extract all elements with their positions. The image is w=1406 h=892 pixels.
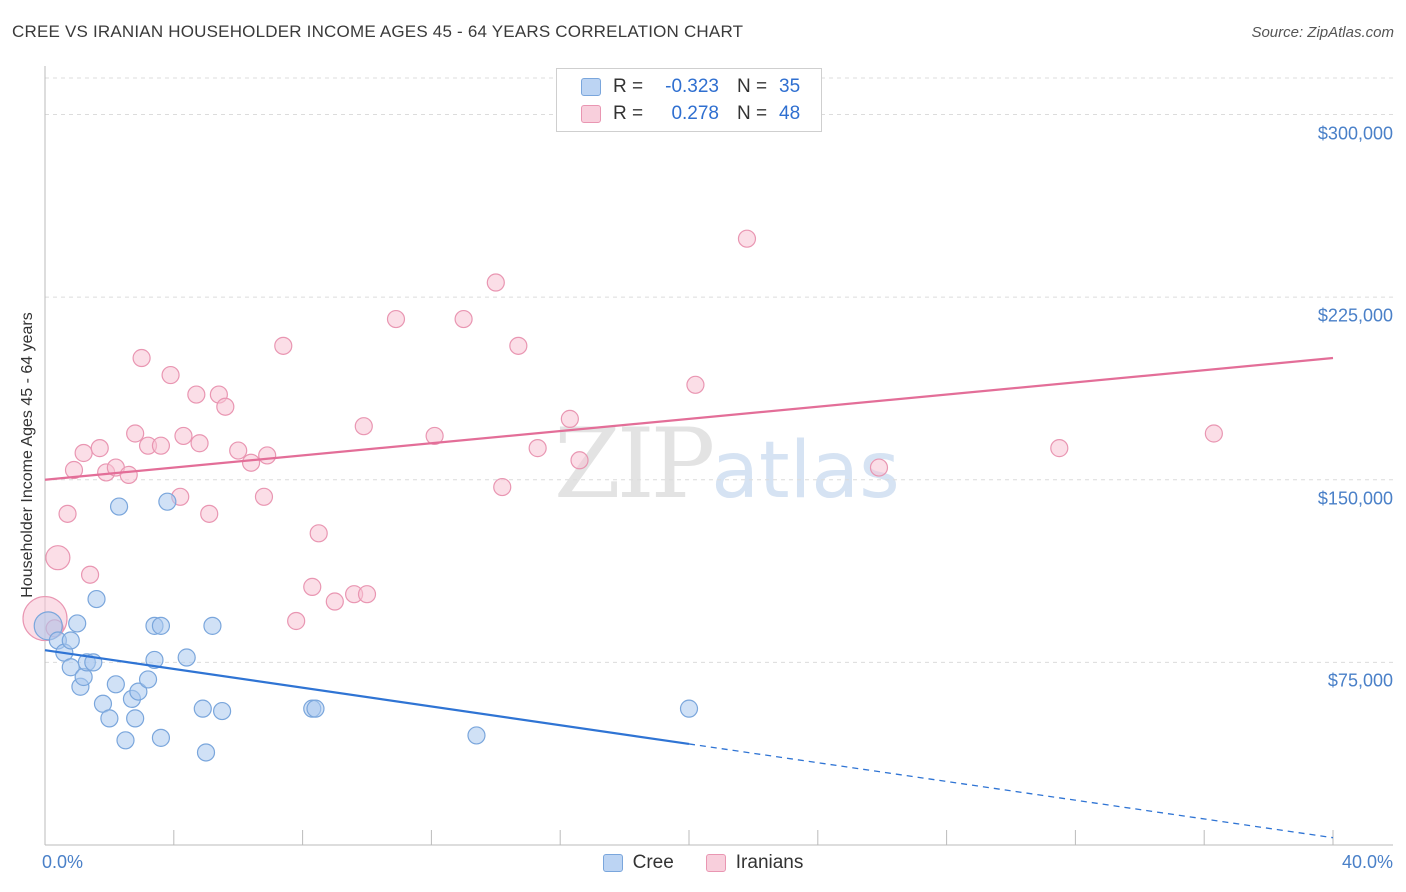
iranians-point — [493, 477, 512, 497]
iranians-point — [58, 504, 77, 523]
iranians-point — [45, 545, 71, 571]
iranians-point — [174, 426, 193, 446]
iranians-point — [287, 611, 306, 631]
y-tick-label: $300,000 — [1317, 123, 1393, 144]
iranians-point — [528, 439, 547, 458]
series-legend: Cree Iranians — [0, 852, 1406, 874]
cree-point — [679, 699, 699, 718]
legend-n-label: N = — [737, 103, 768, 124]
cree-point — [138, 670, 158, 689]
iranians-point — [686, 375, 705, 394]
cree-swatch — [581, 78, 601, 96]
cree-legend-swatch — [602, 854, 623, 872]
iranians-point — [132, 348, 151, 368]
iranians-point — [386, 309, 406, 329]
cree-legend-label: Cree — [632, 852, 674, 873]
source-label: Source: ZipAtlas.com — [1251, 24, 1394, 41]
x-tick-label-min: 0.0% — [42, 852, 84, 872]
cree-point — [196, 743, 216, 762]
cree-trend-line-projection — [688, 743, 1334, 839]
iranians-point — [80, 565, 100, 584]
chart-title: CREE VS IRANIAN HOUSEHOLDER INCOME AGES … — [12, 22, 744, 41]
watermark-atlas: atlas — [711, 426, 900, 516]
cree-point — [158, 492, 177, 511]
iranians-point — [509, 336, 528, 355]
iranians-trend-line — [44, 356, 1334, 481]
cree-point — [61, 631, 80, 650]
cree-point — [177, 648, 196, 667]
iranians-point — [90, 439, 109, 458]
legend-r-label: R = — [613, 76, 644, 97]
cree-point — [129, 682, 148, 701]
iranians-point — [425, 426, 444, 446]
iranians-legend-label: Iranians — [735, 852, 804, 873]
iranians-point — [274, 336, 293, 355]
cree-point — [68, 614, 87, 633]
iranians-point — [354, 417, 373, 436]
iranians-point — [737, 229, 757, 248]
iranians-point — [190, 434, 209, 453]
iranians-point — [309, 524, 328, 543]
legend-item-iranians: Iranians — [705, 852, 804, 874]
legend-n-value: 48 — [779, 103, 801, 124]
iranians-legend-swatch — [705, 854, 726, 872]
cree-trend-line — [44, 649, 690, 746]
cree-point — [306, 699, 325, 718]
y-axis-label: Householder Income Ages 45 - 64 years — [19, 312, 36, 598]
iranians-point — [64, 460, 84, 480]
legend-r-value: -0.323 — [665, 76, 719, 97]
legend-n-label: N = — [737, 76, 768, 97]
iranians-point — [161, 365, 180, 385]
cree-point — [87, 589, 106, 609]
correlation-legend: R = -0.323 N = 35 R = 0.278 N = 48 — [556, 68, 822, 132]
cree-point — [145, 650, 164, 670]
iranians-point — [869, 458, 889, 477]
legend-item-cree: Cree — [602, 852, 674, 874]
cree-point — [109, 497, 129, 516]
iranians-point — [229, 441, 248, 460]
iranians-point — [1050, 439, 1069, 458]
x-tick-label-max: 40.0% — [1341, 852, 1393, 872]
cree-point — [213, 701, 232, 721]
cree-point — [203, 616, 222, 635]
y-tick-label: $150,000 — [1317, 488, 1393, 509]
cree-point — [151, 728, 171, 747]
cree-point — [126, 709, 145, 728]
iranians-point — [258, 446, 277, 465]
iranians-point — [454, 309, 473, 329]
cree-point — [193, 699, 212, 718]
y-tick-label: $225,000 — [1317, 305, 1393, 326]
iranians-point — [151, 436, 171, 455]
iranians-point — [126, 424, 145, 443]
legend-row-cree: R = -0.323 N = 35 — [581, 75, 800, 99]
cree-point — [106, 675, 125, 694]
y-tick-label: $75,000 — [1327, 670, 1393, 691]
legend-row-iranians: R = 0.278 N = 48 — [581, 102, 800, 126]
iranians-point — [216, 397, 235, 416]
iranians-point — [357, 585, 377, 604]
legend-r-value: 0.278 — [671, 103, 719, 124]
iranians-point — [486, 273, 505, 292]
iranians-point — [187, 385, 206, 404]
iranians-point — [570, 451, 589, 470]
cree-point — [100, 709, 119, 728]
iranians-point — [1204, 424, 1223, 443]
cree-point — [467, 726, 486, 745]
cree-point — [151, 616, 171, 635]
iranians-point — [325, 592, 344, 611]
iranians-point — [74, 443, 93, 463]
iranians-point — [241, 453, 261, 472]
iranians-point — [119, 465, 138, 484]
iranians-point — [560, 409, 579, 428]
legend-n-value: 35 — [779, 76, 801, 97]
iranians-point — [303, 577, 322, 596]
iranians-swatch — [581, 105, 601, 123]
iranians-point — [254, 487, 274, 506]
cree-point — [116, 731, 135, 750]
iranians-point — [200, 504, 219, 523]
legend-r-label: R = — [613, 103, 644, 124]
